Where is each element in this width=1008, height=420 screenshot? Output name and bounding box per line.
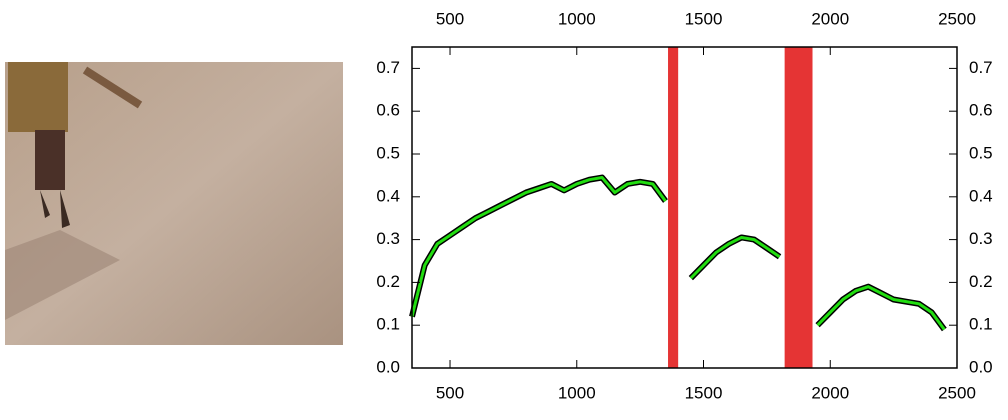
y-tick-label: 0.3 bbox=[969, 229, 993, 248]
y-tick-label: 0.6 bbox=[969, 101, 993, 120]
field-photo bbox=[5, 62, 343, 345]
y-tick-label: 0.1 bbox=[969, 315, 993, 334]
x-tick-label: 1000 bbox=[558, 9, 596, 28]
spectrum-envelope bbox=[688, 234, 782, 281]
spectrum-line bbox=[816, 285, 946, 331]
x-tick-label: 2500 bbox=[938, 383, 976, 402]
y-tick-label: 0.4 bbox=[969, 186, 993, 205]
x-tick-label: 2000 bbox=[811, 383, 849, 402]
x-tick-label: 1500 bbox=[685, 383, 723, 402]
y-tick-label: 0.2 bbox=[376, 272, 400, 291]
spectrum-line bbox=[689, 235, 781, 280]
x-tick-label: 1500 bbox=[685, 9, 723, 28]
spectrum-envelope bbox=[409, 174, 668, 318]
y-tick-label: 0.2 bbox=[969, 272, 993, 291]
absorption-band bbox=[784, 47, 813, 368]
y-tick-label: 0.7 bbox=[969, 58, 993, 77]
y-tick-label: 0.5 bbox=[376, 143, 400, 162]
y-tick-label: 0.4 bbox=[376, 186, 400, 205]
absorption-band bbox=[668, 47, 679, 368]
x-tick-label: 2500 bbox=[938, 9, 976, 28]
y-tick-label: 0.6 bbox=[376, 101, 400, 120]
x-tick-label: 1000 bbox=[558, 383, 596, 402]
y-tick-label: 0.3 bbox=[376, 229, 400, 248]
x-tick-label: 500 bbox=[436, 383, 464, 402]
y-tick-label: 0.7 bbox=[376, 58, 400, 77]
spectrum-line bbox=[410, 176, 667, 317]
plot-frame bbox=[411, 46, 958, 369]
y-tick-label: 0.0 bbox=[969, 357, 993, 376]
x-tick-label: 500 bbox=[436, 9, 464, 28]
x-tick-label: 2000 bbox=[811, 9, 849, 28]
y-tick-label: 0.0 bbox=[376, 357, 400, 376]
y-tick-label: 0.1 bbox=[376, 315, 400, 334]
y-tick-label: 0.5 bbox=[969, 143, 993, 162]
